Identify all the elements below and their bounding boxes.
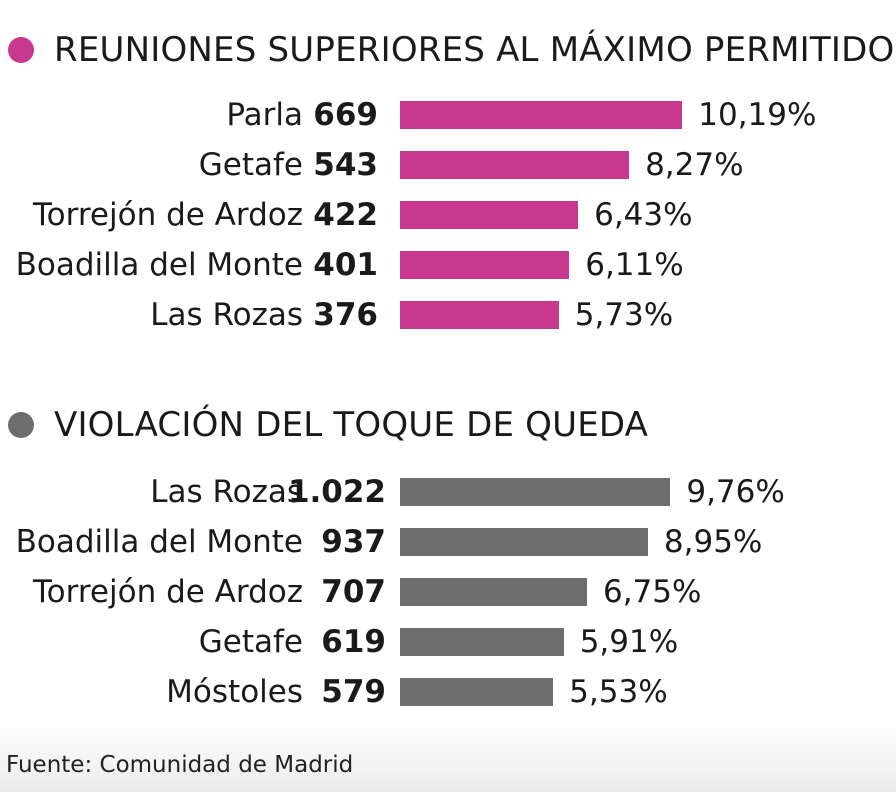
count-label: 1.022 — [287, 474, 386, 510]
bar — [400, 301, 559, 329]
bar — [400, 528, 648, 556]
count-label: 422 — [313, 197, 378, 233]
category-label: Boadilla del Monte — [15, 524, 303, 560]
bar-row: Torrejón de Ardoz 422 6,43% — [0, 190, 896, 240]
bar — [400, 678, 554, 706]
bar-row: Getafe 543 8,27% — [0, 140, 896, 190]
count-label: 401 — [313, 247, 378, 283]
value-label: 6,11% — [585, 247, 684, 283]
category-label: Getafe — [198, 147, 303, 183]
count-label: 579 — [321, 674, 386, 710]
bar-row: Las Rozas 1.022 9,76% — [0, 467, 896, 517]
value-label: 6,43% — [594, 197, 693, 233]
bar-row: Boadilla del Monte 401 6,11% — [0, 240, 896, 290]
bar — [400, 628, 564, 656]
bar-row: Las Rozas 376 5,73% — [0, 290, 896, 340]
category-label: Las Rozas — [150, 474, 303, 510]
value-label: 8,27% — [645, 147, 744, 183]
bar-row: Torrejón de Ardoz 707 6,75% — [0, 567, 896, 617]
bar-row: Móstoles 579 5,53% — [0, 667, 896, 717]
category-label: Torrejón de Ardoz — [33, 197, 303, 233]
category-label: Getafe — [198, 624, 303, 660]
category-label: Las Rozas — [150, 297, 303, 333]
category-label: Parla — [226, 97, 303, 133]
section-title-toque-de-queda: VIOLACIÓN DEL TOQUE DE QUEDA — [8, 405, 648, 445]
value-label: 5,53% — [569, 674, 668, 710]
count-label: 543 — [313, 147, 378, 183]
section-title-reuniones: REUNIONES SUPERIORES AL MÁXIMO PERMITIDO — [8, 30, 894, 70]
value-label: 9,76% — [686, 474, 785, 510]
value-label: 5,91% — [579, 624, 679, 660]
chart-title: VIOLACIÓN DEL TOQUE DE QUEDA — [54, 405, 649, 445]
value-label: 5,73% — [574, 297, 674, 333]
bar — [400, 251, 570, 279]
bar-row: Getafe 619 5,91% — [0, 617, 896, 667]
bar-row: Parla 669 10,19% — [0, 90, 896, 140]
bar — [400, 478, 671, 506]
bar-row: Boadilla del Monte 937 8,95% — [0, 517, 896, 567]
count-label: 937 — [321, 524, 386, 560]
gray-bullet-icon — [8, 412, 34, 438]
bar — [400, 578, 587, 606]
magenta-bullet-icon — [8, 37, 34, 63]
category-label: Móstoles — [166, 674, 303, 710]
count-label: 376 — [313, 297, 378, 333]
value-label: 6,75% — [602, 574, 702, 610]
count-label: 619 — [321, 624, 386, 660]
bar — [400, 101, 683, 129]
count-label: 669 — [313, 97, 378, 133]
value-label: 8,95% — [663, 524, 763, 560]
bar — [400, 201, 579, 229]
chart-title: REUNIONES SUPERIORES AL MÁXIMO PERMITIDO — [54, 30, 895, 70]
background-shade — [0, 722, 896, 792]
value-label: 10,19% — [698, 97, 817, 133]
count-label: 707 — [321, 574, 386, 610]
source-note: Fuente: Comunidad de Madrid — [6, 752, 354, 778]
bar — [400, 151, 630, 179]
category-label: Boadilla del Monte — [15, 247, 303, 283]
category-label: Torrejón de Ardoz — [33, 574, 303, 610]
